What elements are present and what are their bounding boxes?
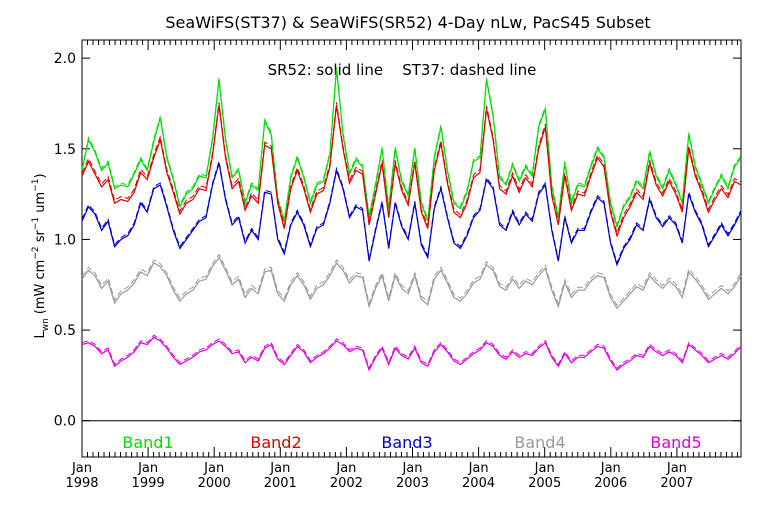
x-tick-year-label: 1999 — [132, 476, 165, 491]
x-tick-month-label: Jan — [203, 461, 224, 476]
legend-label-band4: Band4 — [514, 433, 565, 452]
x-tick-month-label: Jan — [666, 461, 687, 476]
legend-label-band5: Band5 — [650, 433, 701, 452]
series-dashed-band4 — [81, 253, 742, 307]
y-axis-label-symbol: L — [33, 331, 48, 339]
y-axis-label-exp3: −1 — [31, 179, 41, 192]
y-axis-label-close: ) — [33, 173, 48, 178]
x-tick-year-label: 2003 — [396, 476, 429, 491]
line-style-annotation: SR52: solid line ST37: dashed line — [268, 61, 537, 79]
series-dashed-band1 — [81, 66, 742, 227]
x-tick-year-label: 2007 — [660, 476, 693, 491]
series-dashed-band5 — [81, 334, 742, 370]
series-dashed-band3 — [81, 161, 742, 265]
x-tick-month-label: Jan — [468, 461, 489, 476]
x-tick-month-label: Jan — [534, 461, 555, 476]
x-tick-month-label: Jan — [71, 461, 92, 476]
legend-label-band2: Band2 — [250, 433, 301, 452]
x-tick-month-label: Jan — [401, 461, 422, 476]
y-tick-label: 1.5 — [54, 142, 76, 158]
y-tick-label: 0.5 — [54, 323, 76, 339]
legend-label-band1: Band1 — [122, 433, 173, 452]
series-line-band5 — [81, 336, 742, 372]
y-axis-label-units: (mW cm — [33, 260, 48, 315]
x-tick-year-label: 2001 — [264, 476, 297, 491]
series-line-band4 — [81, 256, 742, 310]
series-line-band3 — [81, 163, 742, 267]
x-tick-year-label: 2002 — [330, 476, 363, 491]
y-axis-label-exp2: −1 — [31, 217, 41, 230]
x-tick-month-label: Jan — [335, 461, 356, 476]
x-tick-year-label: 2005 — [528, 476, 561, 491]
plot-area: 0.00.51.01.52.0Jan1998Jan1999Jan2000Jan2… — [54, 39, 742, 491]
chart-title: SeaWiFS(ST37) & SeaWiFS(SR52) 4-Day nLw,… — [165, 13, 650, 32]
x-tick-month-label: Jan — [269, 461, 290, 476]
y-tick-label: 2.0 — [54, 51, 76, 67]
y-axis-label-sr: sr — [33, 229, 48, 246]
x-tick-month-label: Jan — [137, 461, 158, 476]
plot-frame — [81, 39, 742, 458]
y-tick-label: 1.0 — [54, 232, 76, 248]
y-tick-label: 0.0 — [54, 414, 76, 430]
legend-label-band3: Band3 — [381, 433, 432, 452]
x-tick-year-label: 1998 — [65, 476, 98, 491]
series-dashed-band2 — [81, 102, 742, 235]
series-line-band1 — [81, 68, 742, 229]
y-axis-label: Lwn(mW cm−2 sr−1 um−1) — [31, 173, 51, 338]
x-tick-year-label: 2000 — [198, 476, 231, 491]
y-axis-label-um: um — [33, 192, 48, 217]
x-tick-year-label: 2006 — [594, 476, 627, 491]
x-tick-month-label: Jan — [600, 461, 621, 476]
y-axis-label-subscript: wn — [41, 318, 51, 331]
x-tick-year-label: 2004 — [462, 476, 495, 491]
svg-text:Lwn(mW cm−2 sr−1 um−1): Lwn(mW cm−2 sr−1 um−1) — [31, 173, 51, 338]
y-axis-label-exp1: −2 — [31, 246, 41, 259]
